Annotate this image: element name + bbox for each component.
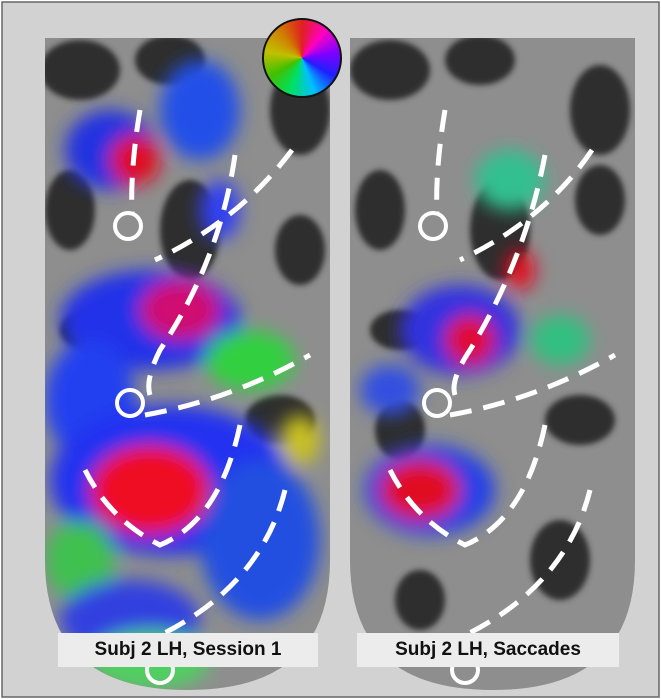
panel-label: Subj 2 LH, Session 1 — [58, 633, 318, 667]
left-map — [40, 30, 340, 699]
figure: Subj 2 LH, Session 1 Subj 2 LH, Saccades — [0, 0, 661, 699]
panel-label: Subj 2 LH, Saccades — [357, 633, 619, 667]
maps — [0, 0, 661, 699]
right-map — [345, 30, 645, 699]
color-wheel — [262, 18, 342, 98]
